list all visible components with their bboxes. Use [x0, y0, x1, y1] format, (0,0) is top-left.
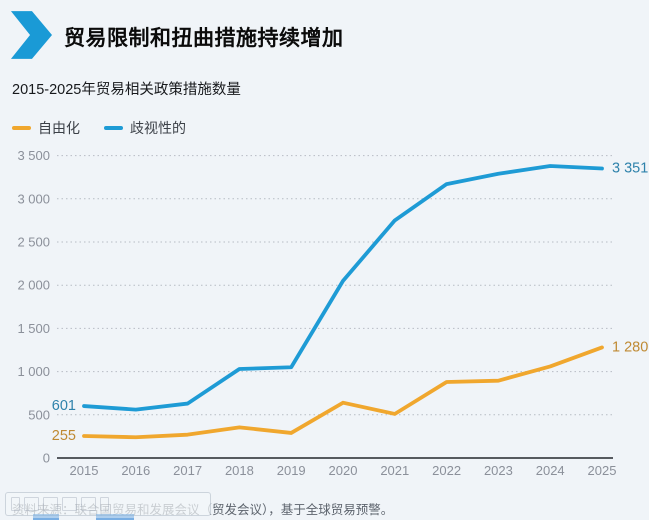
legend-item-discriminatory: 歧视性的	[104, 118, 186, 138]
x-tick-label: 2017	[173, 463, 202, 478]
liberalization-line	[82, 345, 604, 440]
legend-swatch-discriminatory	[104, 125, 123, 131]
legend: 自由化 歧视性的	[12, 118, 186, 138]
y-tick-label: 2 000	[17, 278, 50, 293]
y-tick-label: 3 500	[17, 148, 50, 163]
watermark-glyph	[24, 497, 39, 511]
truncated-link[interactable]	[96, 514, 134, 520]
chevron-right-icon	[10, 11, 52, 59]
watermark-overlay	[5, 492, 211, 516]
x-tick-label: 2015	[70, 463, 99, 478]
watermark-glyph	[43, 497, 58, 511]
x-tick-label: 2021	[380, 463, 409, 478]
watermark-glyph	[11, 497, 20, 511]
page-title: 贸易限制和扭曲措施持续增加	[64, 27, 344, 50]
legend-label: 自由化	[38, 120, 80, 136]
legend-item-liberalization: 自由化	[12, 118, 80, 138]
discriminatory-end-value-label: 3 351	[612, 160, 648, 176]
y-tick-label: 500	[28, 407, 50, 422]
chart-subtitle: 2015-2025年贸易相关政策措施数量	[12, 82, 241, 98]
x-tick-label: 2025	[588, 463, 617, 478]
legend-swatch-liberalization	[12, 125, 31, 131]
y-tick-label: 1 500	[17, 321, 50, 336]
liberalization-start-value-label: 255	[52, 428, 76, 444]
x-tick-label: 2022	[432, 463, 461, 478]
truncated-link[interactable]	[33, 514, 59, 520]
x-tick-label: 2023	[484, 463, 513, 478]
y-tick-label: 3 000	[17, 191, 50, 206]
liberalization-end-value-label: 1 280	[612, 339, 648, 355]
discriminatory-start-value-label: 601	[52, 398, 76, 414]
y-tick-label: 0	[43, 451, 50, 466]
y-tick-label: 2 500	[17, 235, 50, 250]
x-tick-label: 2024	[536, 463, 565, 478]
watermark-glyph	[81, 497, 96, 511]
legend-label: 歧视性的	[130, 120, 186, 136]
x-tick-label: 2020	[329, 463, 358, 478]
watermark-glyph	[100, 497, 109, 511]
watermark-glyph	[62, 497, 77, 511]
x-tick-label: 2018	[225, 463, 254, 478]
x-tick-label: 2016	[121, 463, 150, 478]
x-tick-label: 2019	[277, 463, 306, 478]
discriminatory-line	[82, 164, 604, 412]
y-tick-label: 1 000	[17, 364, 50, 379]
